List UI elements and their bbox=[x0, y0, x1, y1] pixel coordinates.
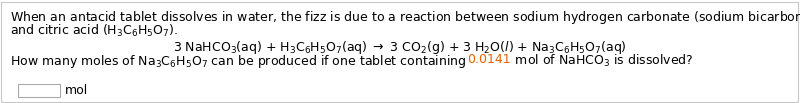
Text: 0.0141: 0.0141 bbox=[467, 53, 511, 66]
FancyBboxPatch shape bbox=[1, 2, 798, 102]
Text: and citric acid (H$_3$C$_6$H$_5$O$_7$).: and citric acid (H$_3$C$_6$H$_5$O$_7$). bbox=[10, 23, 178, 39]
Text: 3 NaHCO$_3$(aq) + H$_3$C$_6$H$_5$O$_7$(aq) $\rightarrow$ 3 CO$_2$(g) + 3 H$_2$O(: 3 NaHCO$_3$(aq) + H$_3$C$_6$H$_5$O$_7$(a… bbox=[173, 39, 627, 56]
Text: mol: mol bbox=[65, 84, 88, 97]
FancyBboxPatch shape bbox=[18, 84, 60, 97]
Text: When an antacid tablet dissolves in water, the fizz is due to a reaction between: When an antacid tablet dissolves in wate… bbox=[10, 9, 800, 26]
Text: mol of NaHCO$_3$ is dissolved?: mol of NaHCO$_3$ is dissolved? bbox=[511, 53, 694, 69]
Text: How many moles of Na$_3$C$_6$H$_5$O$_7$ can be produced if one tablet containing: How many moles of Na$_3$C$_6$H$_5$O$_7$ … bbox=[10, 53, 467, 70]
